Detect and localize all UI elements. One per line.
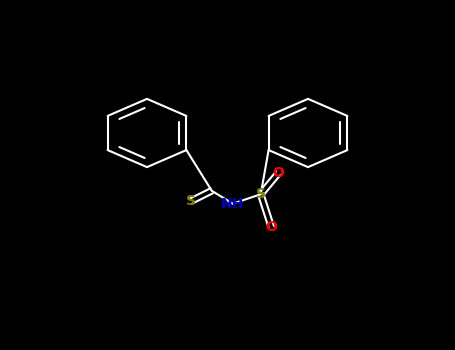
Text: S: S xyxy=(256,187,266,201)
Text: S: S xyxy=(186,194,196,208)
Text: NH: NH xyxy=(221,197,244,211)
Text: O: O xyxy=(272,166,284,180)
Text: O: O xyxy=(265,220,277,234)
